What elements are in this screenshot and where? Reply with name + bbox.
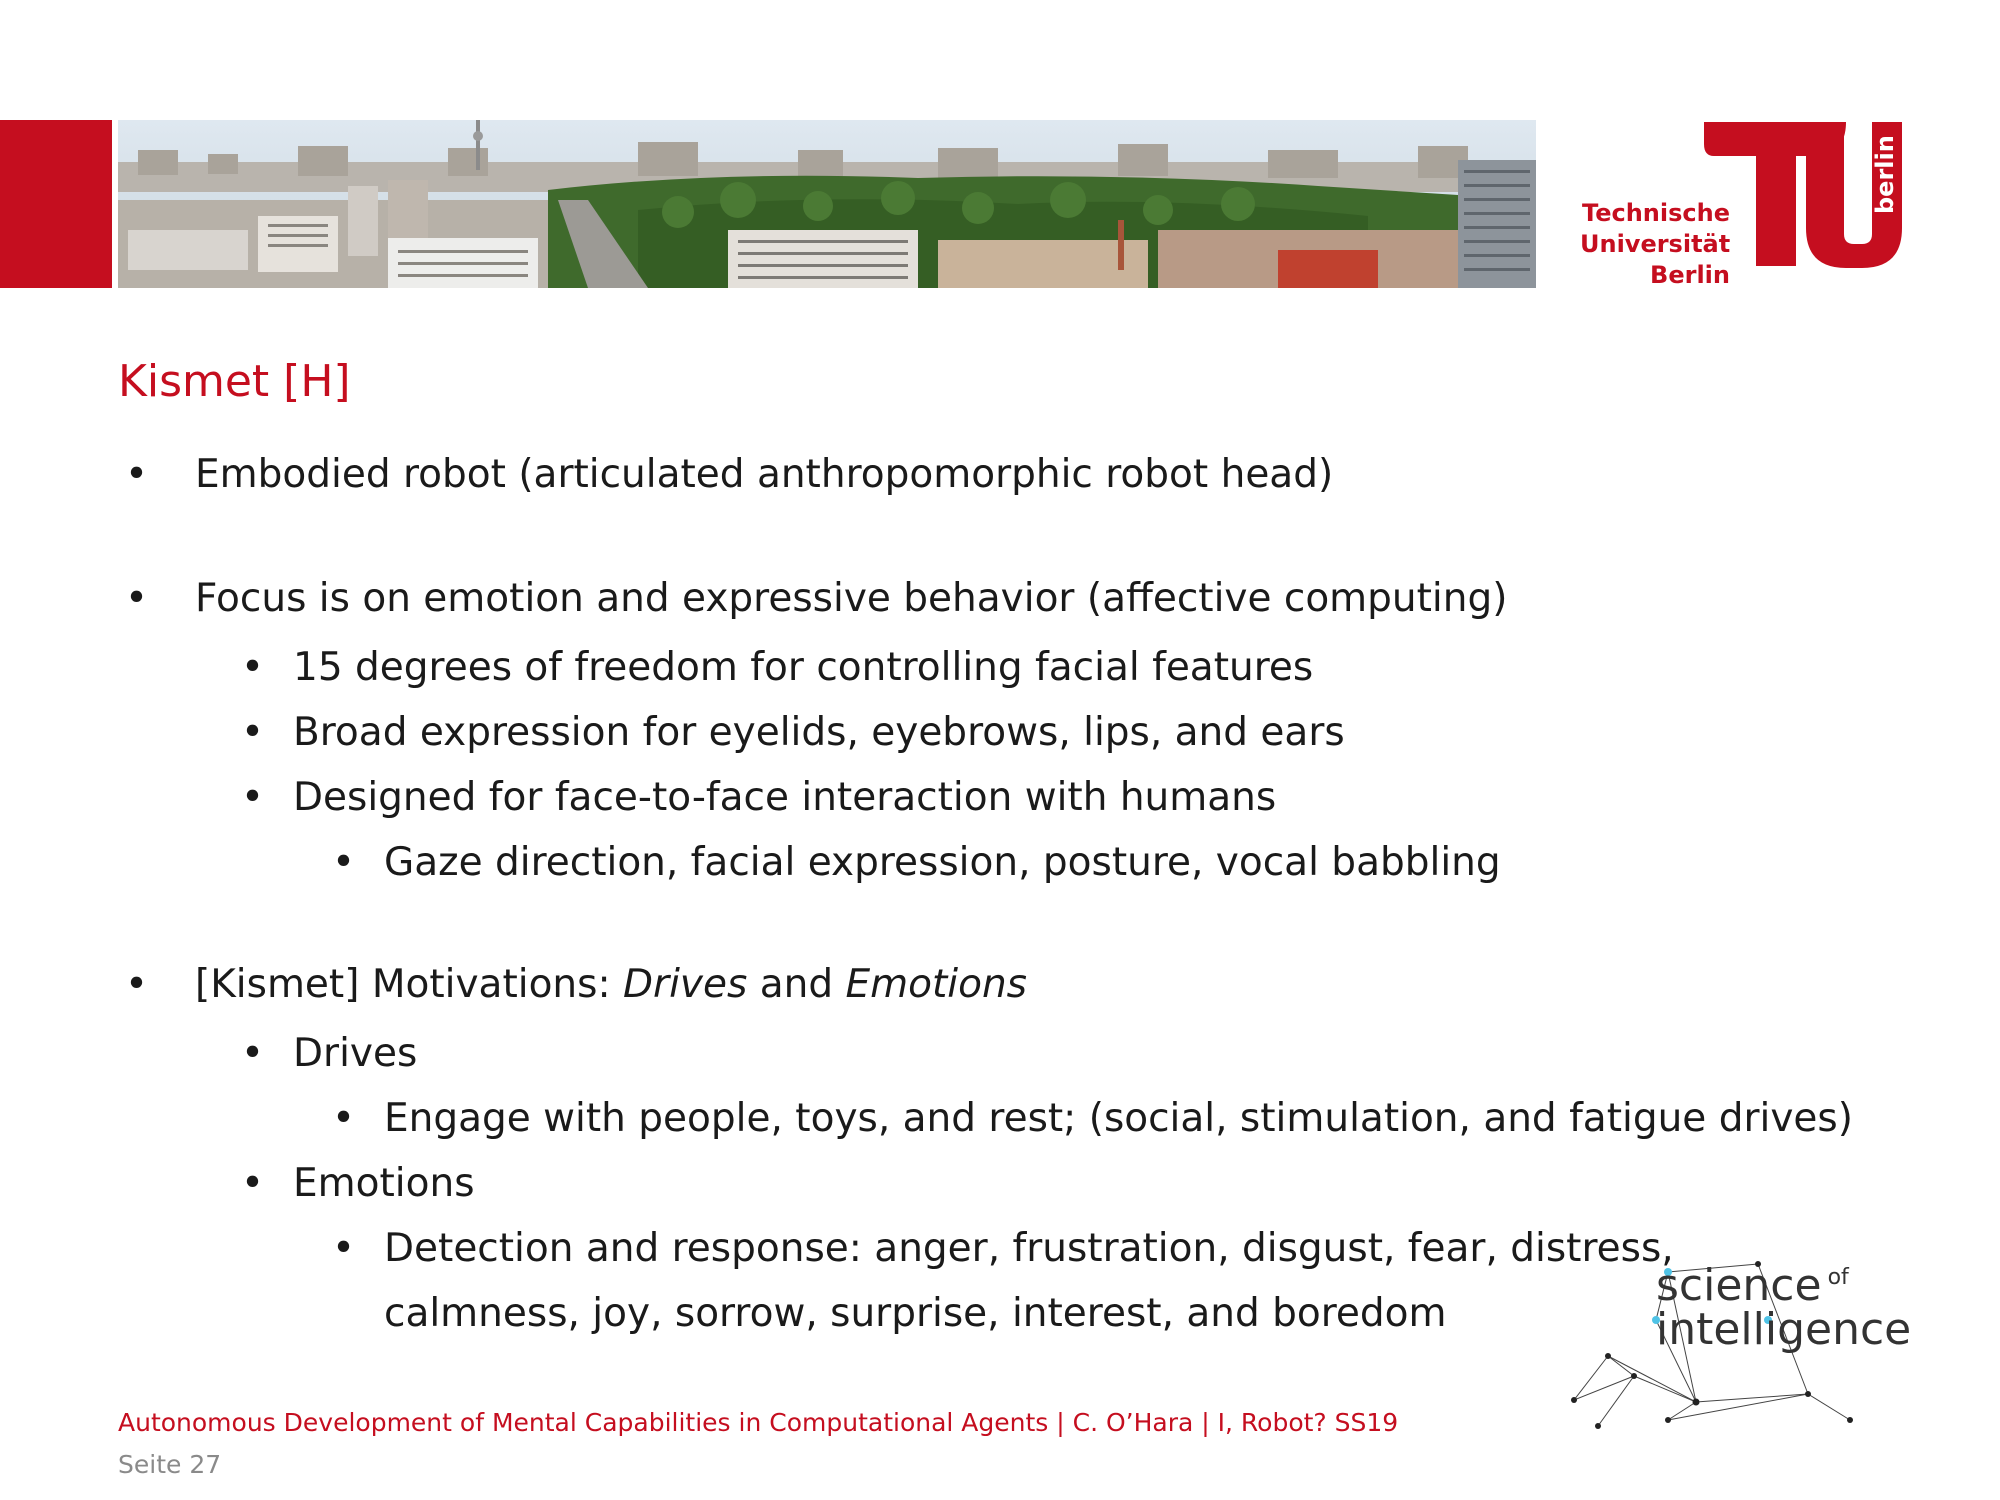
drives-emphasis: Drives: [623, 962, 748, 1007]
network-graph-icon: [1571, 1261, 1853, 1429]
bullet-text: Detection and response: anger, frustrati…: [384, 1226, 1674, 1271]
bullet-item: • Embodied robot (articulated anthropomo…: [125, 452, 1334, 498]
slide-title: Kismet [H]: [118, 356, 351, 407]
bullet-text: Gaze direction, facial expression, postu…: [384, 840, 1501, 885]
bullet-dot: •: [241, 775, 265, 820]
berlin-skyline-banner: [118, 120, 1536, 288]
motivations-prefix: [Kismet] Motivations:: [195, 962, 624, 1007]
sub-sub-bullet-item: • Detection and response: anger, frustra…: [332, 1226, 1674, 1272]
university-name: Technische Universität Berlin: [1580, 198, 1730, 291]
bullet-dot: •: [332, 1096, 356, 1141]
bullet-text: Focus is on emotion and expressive behav…: [195, 576, 1508, 621]
sub-sub-bullet-item: • Engage with people, toys, and rest; (s…: [332, 1096, 1853, 1142]
science-of-intelligence-logo: science of intelligence: [1568, 1260, 1912, 1430]
soi-word-science: science of: [1656, 1260, 1849, 1311]
university-name-line-2: Universität: [1580, 230, 1731, 258]
tu-berlin-logo-icon: berlin: [1696, 116, 1906, 278]
soi-word-intelligence: intelligence: [1656, 1304, 1912, 1355]
bullet-text: 15 degrees of freedom for controlling fa…: [293, 645, 1314, 690]
emotions-emphasis: Emotions: [845, 962, 1028, 1007]
bullet-text: Engage with people, toys, and rest; (soc…: [384, 1096, 1853, 1141]
motivations-and: and: [747, 962, 846, 1007]
bullet-dot: •: [125, 576, 149, 621]
bullet-text: Emotions: [293, 1161, 475, 1206]
page-number: Seite 27: [118, 1450, 222, 1479]
bullet-dot: •: [241, 1031, 265, 1076]
soi-science-text: science: [1656, 1260, 1822, 1311]
bullet-dot: •: [241, 710, 265, 755]
soi-of-text: of: [1827, 1265, 1849, 1291]
berlin-tag: berlin: [1871, 135, 1899, 214]
bullet-dot: •: [125, 452, 149, 497]
bullet-text: Embodied robot (articulated anthropomorp…: [195, 452, 1334, 497]
bullet-text: Designed for face-to-face interaction wi…: [293, 775, 1277, 820]
sub-bullet-item: • Emotions: [241, 1161, 475, 1207]
bullet-text: calmness, joy, sorrow, surprise, interes…: [384, 1291, 1447, 1336]
bullet-dot: •: [332, 1226, 356, 1271]
bullet-item: • Focus is on emotion and expressive beh…: [125, 576, 1508, 622]
footer-course-line: Autonomous Development of Mental Capabil…: [118, 1408, 1399, 1437]
header-red-block: [0, 120, 112, 288]
bullet-dot: •: [332, 840, 356, 885]
bullet-dot: •: [241, 1161, 265, 1206]
bullet-item: • [Kismet] Motivations: Drives and Emoti…: [125, 962, 1028, 1008]
sub-bullet-item: • 15 degrees of freedom for controlling …: [241, 645, 1314, 691]
bullet-continuation: calmness, joy, sorrow, surprise, interes…: [384, 1291, 1447, 1337]
sub-bullet-item: • Drives: [241, 1031, 418, 1077]
university-name-line-3: Berlin: [1650, 261, 1730, 289]
bullet-text: Broad expression for eyelids, eyebrows, …: [293, 710, 1345, 755]
sub-sub-bullet-item: • Gaze direction, facial expression, pos…: [332, 840, 1501, 886]
bullet-dot: •: [125, 962, 149, 1007]
university-name-line-1: Technische: [1582, 199, 1730, 227]
bullet-dot: •: [241, 645, 265, 690]
sub-bullet-item: • Broad expression for eyelids, eyebrows…: [241, 710, 1345, 756]
sub-bullet-item: • Designed for face-to-face interaction …: [241, 775, 1277, 821]
bullet-text: Drives: [293, 1031, 418, 1076]
